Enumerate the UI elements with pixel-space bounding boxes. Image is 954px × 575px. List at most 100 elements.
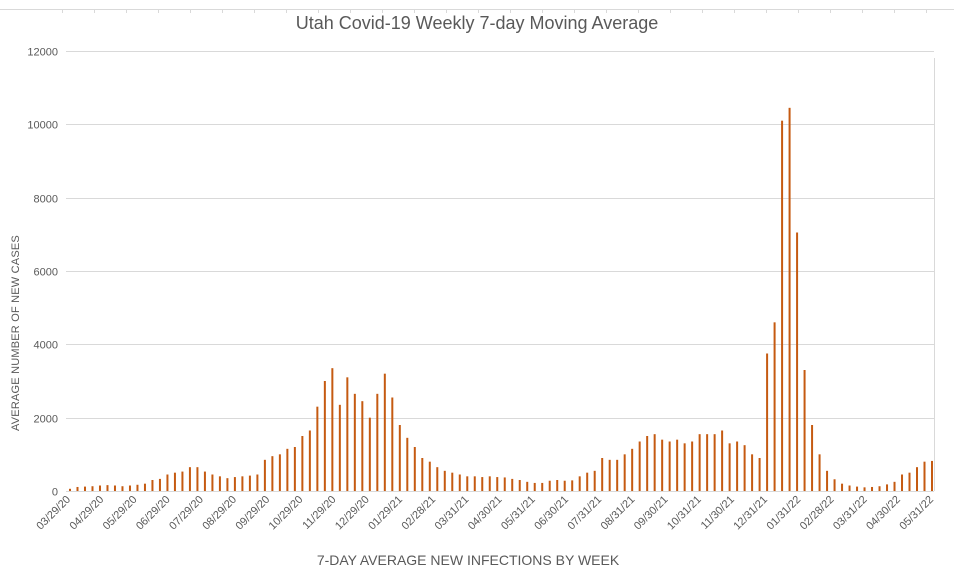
bar bbox=[136, 484, 139, 491]
x-tick-label: 02/28/22 bbox=[798, 494, 837, 533]
bar bbox=[548, 480, 551, 491]
bar bbox=[601, 458, 604, 491]
bar bbox=[526, 481, 529, 491]
y-tick-label: 4000 bbox=[34, 340, 58, 352]
x-tick-label: 05/31/22 bbox=[897, 494, 936, 533]
x-axis-title: 7-DAY AVERAGE NEW INFECTIONS BY WEEK bbox=[316, 552, 620, 568]
bar bbox=[316, 406, 319, 491]
x-tick-label: 02/28/21 bbox=[399, 494, 438, 533]
bar bbox=[848, 485, 851, 491]
bar bbox=[901, 474, 904, 491]
bar bbox=[683, 443, 686, 491]
bar bbox=[458, 474, 461, 491]
bar bbox=[428, 461, 431, 491]
x-tick-label: 03/31/21 bbox=[433, 494, 472, 533]
bar bbox=[166, 474, 169, 491]
bar bbox=[623, 454, 626, 491]
bar bbox=[271, 456, 274, 491]
bar bbox=[923, 461, 926, 491]
x-tick-label: 11/29/20 bbox=[300, 494, 338, 532]
x-tick-label: 08/31/21 bbox=[599, 494, 638, 533]
x-tick-label: 12/31/21 bbox=[731, 494, 770, 533]
bar bbox=[871, 486, 874, 491]
y-tick-label: 12000 bbox=[27, 47, 58, 59]
bar bbox=[511, 478, 514, 491]
bar bbox=[69, 488, 71, 491]
bar bbox=[263, 459, 266, 491]
bar bbox=[541, 482, 544, 491]
bar bbox=[706, 434, 709, 491]
bar bbox=[121, 486, 124, 491]
x-tick-label: 06/29/20 bbox=[134, 494, 173, 533]
bar bbox=[826, 470, 829, 491]
x-tick-label: 10/31/21 bbox=[665, 494, 704, 533]
x-tick-label: 07/31/21 bbox=[565, 494, 604, 533]
x-tick-label: 04/30/22 bbox=[864, 494, 903, 533]
chart-title: Utah Covid-19 Weekly 7-day Moving Averag… bbox=[295, 13, 659, 33]
bar bbox=[796, 232, 799, 491]
bar bbox=[436, 467, 439, 491]
bar bbox=[443, 470, 446, 491]
bar bbox=[323, 381, 326, 491]
bar bbox=[586, 472, 589, 491]
bar bbox=[811, 425, 814, 491]
bar bbox=[908, 472, 911, 491]
bar bbox=[638, 441, 641, 491]
bar bbox=[668, 441, 671, 491]
x-tick-label: 07/29/20 bbox=[167, 494, 206, 533]
bar bbox=[713, 434, 716, 491]
bar bbox=[698, 434, 701, 491]
bar bbox=[653, 434, 656, 491]
x-tick-label: 10/29/20 bbox=[267, 494, 306, 533]
x-tick-label: 11/30/21 bbox=[699, 494, 737, 532]
bar bbox=[256, 474, 259, 491]
bar bbox=[646, 436, 649, 491]
bar bbox=[218, 476, 221, 491]
bar bbox=[346, 377, 349, 491]
bar bbox=[421, 458, 424, 491]
bar bbox=[353, 393, 356, 491]
bar bbox=[451, 472, 454, 491]
bar bbox=[158, 478, 161, 491]
bar bbox=[226, 478, 229, 491]
bar bbox=[751, 454, 754, 491]
bar bbox=[608, 459, 611, 491]
bar bbox=[196, 467, 199, 491]
bar bbox=[473, 476, 476, 491]
bar bbox=[571, 480, 574, 491]
top-border-ticks-svg bbox=[0, 9, 954, 13]
bar bbox=[383, 373, 386, 491]
bar bbox=[203, 471, 206, 491]
x-tick-label: 03/31/22 bbox=[831, 494, 870, 533]
bar bbox=[518, 480, 521, 491]
bar bbox=[728, 443, 731, 491]
bar bbox=[533, 482, 536, 491]
y-tick-label: 6000 bbox=[34, 267, 58, 279]
bar bbox=[503, 477, 506, 491]
bar bbox=[781, 120, 784, 492]
bar bbox=[863, 487, 866, 491]
bar bbox=[878, 486, 881, 491]
bar bbox=[803, 370, 806, 491]
y-tick-label: 2000 bbox=[34, 414, 58, 426]
bar bbox=[661, 439, 664, 491]
bar bbox=[76, 486, 79, 491]
bar bbox=[211, 474, 214, 491]
bar bbox=[556, 480, 559, 491]
bar bbox=[173, 472, 176, 491]
bar bbox=[241, 476, 244, 491]
y-axis-ticks: 0 2000 4000 6000 8000 10000 12000 bbox=[27, 47, 58, 499]
x-tick-label: 05/31/21 bbox=[499, 494, 538, 533]
bar bbox=[736, 441, 739, 491]
bar bbox=[721, 430, 724, 491]
x-tick-label: 06/30/21 bbox=[532, 494, 571, 533]
bar bbox=[691, 441, 694, 491]
bar bbox=[563, 480, 566, 491]
bar bbox=[578, 476, 581, 491]
x-axis-ticks: 03/29/2004/29/2005/29/2006/29/2007/29/20… bbox=[34, 494, 936, 533]
bar bbox=[143, 483, 146, 491]
bar bbox=[308, 430, 311, 491]
bar bbox=[151, 480, 154, 491]
bar bbox=[338, 404, 341, 491]
